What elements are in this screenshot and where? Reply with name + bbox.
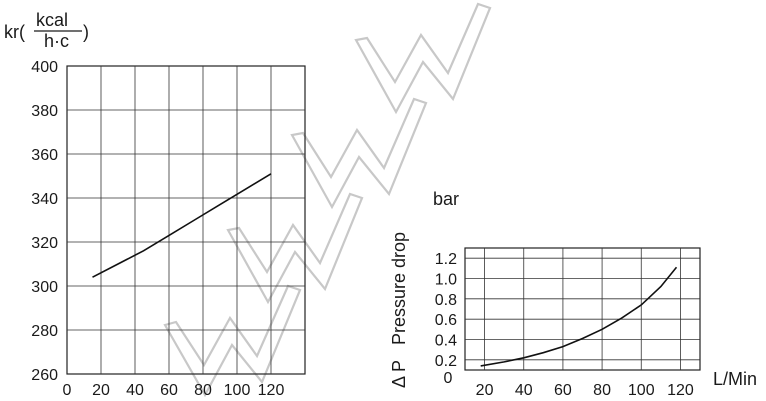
chart1-plot-frame <box>66 65 306 375</box>
chart1-x-tick-4: 100 <box>224 382 251 399</box>
chart1-x-tick-5: 120 <box>258 382 285 399</box>
chart2-x-tick-labels: 20 40 60 80 100 120 <box>476 382 694 399</box>
chart1-x-tick-labels: 0 20 40 60 80 100 120 <box>63 382 285 399</box>
chart2-y-tick-labels: 0.2 0.4 0.6 0.8 1.0 1.2 0 <box>435 251 457 387</box>
chart2-unit-label: bar <box>433 189 459 209</box>
chart1-x-tick-2: 60 <box>160 382 178 399</box>
chart2-y-tick-5: 1.2 <box>435 251 457 268</box>
chart1-y-tick-7: 400 <box>31 59 58 76</box>
chart1-y-axis-label: kr( kcal h·c ) <box>4 10 89 51</box>
chart2-x-axis-label: L/Min <box>713 369 757 389</box>
y-label-fraction-top: kcal <box>36 10 68 30</box>
chart1-y-tick-3: 320 <box>31 235 58 252</box>
chart2-y-tick-1: 0.4 <box>435 333 457 350</box>
chart1-y-tick-1: 280 <box>31 323 58 340</box>
chart1-x-tick-zero: 0 <box>63 382 72 399</box>
chart1-y-tick-0: 260 <box>31 367 58 384</box>
chart2-x-tick-3: 80 <box>593 382 611 399</box>
y-label-fraction-bottom: h·c <box>44 31 69 51</box>
chart2-y-axis-symbol: Δ P <box>389 360 409 388</box>
chart2-y-tick-4: 1.0 <box>435 272 457 289</box>
chart1-x-tick-0: 20 <box>92 382 110 399</box>
chart1-series-line <box>92 173 272 278</box>
y-label-prefix: kr( <box>4 22 25 42</box>
chart2-x-tick-1: 40 <box>515 382 533 399</box>
chart2-x-tick-5: 120 <box>667 382 694 399</box>
chart1-gridlines <box>66 65 306 375</box>
chart2-series-line <box>480 266 678 367</box>
chart2-y-tick-0: 0.2 <box>435 353 457 370</box>
chart1-y-tick-4: 340 <box>31 191 58 208</box>
chart1-y-tick-labels: 260 280 300 320 340 360 380 400 <box>31 59 58 384</box>
chart2-y-tick-2: 0.6 <box>435 312 457 329</box>
chart1-y-tick-2: 300 <box>31 279 58 296</box>
chart1-y-tick-5: 360 <box>31 147 58 164</box>
chart-heat-coefficient: 260 280 300 320 340 360 380 400 0 20 40 60 80 100 120… <box>4 10 306 399</box>
chart2-y-tick-3: 0.8 <box>435 292 457 309</box>
chart2-gridlines <box>464 247 701 371</box>
chart2-x-tick-4: 100 <box>628 382 655 399</box>
chart2-plot-frame <box>464 247 701 371</box>
chart2-x-tick-2: 60 <box>554 382 572 399</box>
chart2-y-tick-zero: 0 <box>444 370 453 387</box>
chart2-series-curve <box>480 266 678 367</box>
y-label-suffix: ) <box>83 22 89 42</box>
chart1-x-tick-3: 80 <box>194 382 212 399</box>
chart1-x-tick-1: 40 <box>126 382 144 399</box>
chart1-y-tick-6: 380 <box>31 103 58 120</box>
chart2-x-tick-0: 20 <box>476 382 494 399</box>
chart-pressure-drop: 0.2 0.4 0.6 0.8 1.0 1.2 0 20 40 60 80 100 120 bar P… <box>389 189 757 399</box>
chart1-series-curve <box>92 173 272 278</box>
chart2-y-axis-label: Pressure drop <box>389 232 409 345</box>
